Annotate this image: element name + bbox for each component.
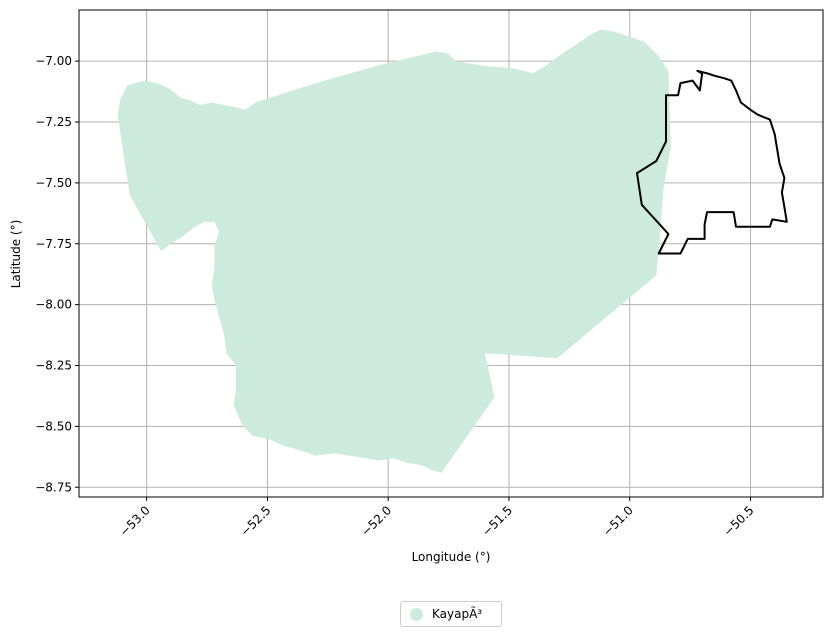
x-tick-label: −52.0 <box>358 503 394 539</box>
x-tick-label: −51.0 <box>600 503 636 539</box>
x-tick-label: −52.5 <box>238 503 274 539</box>
x-axis-ticks: −53.0 −52.5 −52.0 −51.5 −51.0 −50.5 <box>117 497 757 539</box>
x-tick-label: −51.5 <box>479 503 515 539</box>
kayapo-territory-region <box>118 30 671 473</box>
x-tick-label: −53.0 <box>117 503 153 539</box>
y-tick-label: −8.50 <box>35 419 72 433</box>
x-axis-label: Longitude (°) <box>412 550 491 564</box>
y-tick-label: −8.25 <box>35 359 72 373</box>
y-tick-label: −8.00 <box>35 298 72 312</box>
y-tick-label: −7.50 <box>35 176 72 190</box>
y-tick-label: −8.75 <box>35 480 72 494</box>
y-axis-label: Latitude (°) <box>9 220 23 289</box>
y-tick-label: −7.25 <box>35 115 72 129</box>
legend-marker <box>410 608 423 621</box>
legend-label: KayapÃ³ <box>432 607 482 621</box>
y-tick-label: −7.00 <box>35 54 72 68</box>
legend: KayapÃ³ <box>400 601 502 627</box>
x-tick-label: −50.5 <box>721 503 757 539</box>
y-tick-label: −7.75 <box>35 237 72 251</box>
y-axis-ticks: −7.00 −7.25 −7.50 −7.75 −8.00 −8.25 −8.50 −8.75 <box>35 54 79 494</box>
